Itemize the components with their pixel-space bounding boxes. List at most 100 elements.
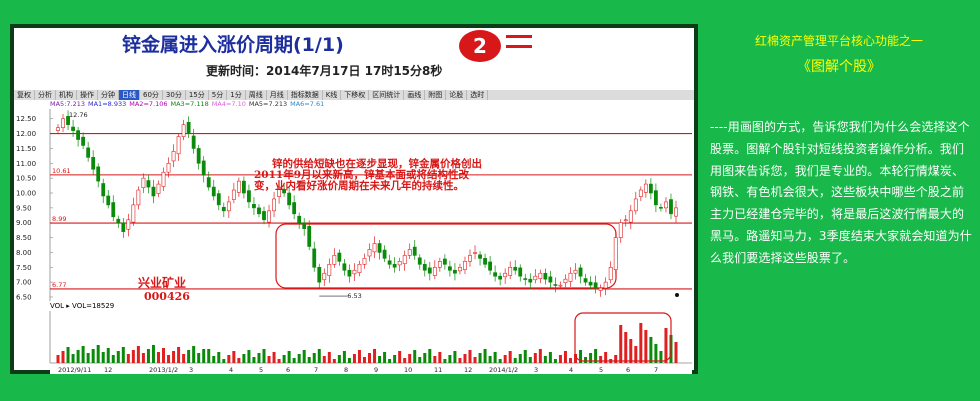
candle-body (71, 126, 75, 131)
volume-bar (207, 349, 211, 363)
volume-bar (76, 350, 80, 363)
toolbar-item[interactable]: 30分 (163, 90, 186, 100)
toolbar-item[interactable]: 复权 (14, 90, 35, 100)
toolbar-item[interactable]: 论股 (446, 90, 468, 100)
candle-body (247, 190, 251, 203)
candle-body (623, 219, 628, 222)
toolbar-item[interactable]: 附图 (425, 90, 447, 100)
toolbar-item[interactable]: 5分 (209, 90, 228, 100)
candle-body (377, 243, 382, 253)
y-tick-label: 11.50 (16, 145, 36, 153)
x-tick-label: 3 (534, 366, 538, 374)
candle-body (61, 118, 65, 128)
toolbar-item[interactable]: 机构 (56, 90, 77, 100)
volume-bar (227, 355, 231, 363)
volume-bar (312, 353, 316, 363)
candle-body (131, 204, 136, 223)
candle-body (392, 264, 397, 268)
candle-body (206, 177, 211, 188)
volume-bar (388, 359, 392, 363)
volume-bar (518, 354, 522, 363)
candle-body (332, 255, 337, 265)
candle-body (387, 260, 392, 265)
volume-bar (272, 352, 276, 363)
volume-bar (674, 342, 678, 363)
annotation-text: 2011年9月以来新高，锌基本面或将结构性改 (254, 168, 470, 181)
candle-body (76, 130, 80, 140)
volume-label: VOL ▸ VOL=18529 (14, 301, 694, 311)
candle-body (633, 198, 638, 212)
toolbar-item[interactable]: 分析 (35, 90, 56, 100)
volume-bar (654, 344, 658, 363)
candle-body (648, 183, 653, 194)
toolbar-item[interactable]: 1分 (227, 90, 246, 100)
volume-bar (393, 355, 397, 363)
candle-body (111, 202, 116, 218)
candle-body (362, 258, 367, 265)
candle-body (523, 278, 528, 280)
toolbar-item[interactable]: 60分 (140, 90, 163, 100)
candle-body (121, 222, 126, 232)
volume-bar (604, 352, 608, 363)
x-tick-label: 12 (464, 366, 472, 374)
candle-body (56, 127, 60, 131)
toolbar-item[interactable]: 分钟 (98, 90, 119, 100)
volume-chart: 2012/9/11 12 2013/1/2 3 4 5 6 7 8 9 10 11 12 2014/1/2… (49, 311, 692, 374)
candle-body (201, 160, 206, 176)
stock-code: 000426 (144, 290, 190, 301)
chart-toolbar: 复权 分析 机构 操作 分钟 日线 60分 30分 15分 5分 1分 周线 月线 指标数据 K线 下移权 区间… (14, 90, 694, 100)
candle-body (216, 193, 221, 206)
candle-body (543, 272, 548, 280)
volume-bar (81, 346, 85, 363)
plot-area (50, 109, 692, 301)
candle-body (483, 258, 487, 265)
volume-bar (448, 355, 452, 363)
toolbar-item[interactable]: 区间统计 (369, 90, 405, 100)
toolbar-item[interactable]: 指标数据 (288, 90, 323, 100)
candle-body (96, 166, 101, 182)
volume-bar (342, 351, 346, 363)
chart-title: 锌金属进入涨价周期(1/1) (122, 34, 344, 56)
x-tick-label: 5 (259, 366, 263, 374)
candle-body (442, 258, 447, 265)
volume-bar (488, 356, 492, 363)
candle-body (171, 151, 176, 162)
candle-body (397, 261, 402, 266)
y-tick-label: 9.00 (16, 219, 32, 227)
volume-bar (574, 354, 578, 363)
toolbar-item[interactable]: 画线 (404, 90, 426, 100)
candle-body (226, 201, 231, 212)
toolbar-item[interactable]: 下移权 (341, 90, 370, 100)
y-tick-label: 12.00 (16, 130, 36, 138)
toolbar-item[interactable]: 周线 (246, 90, 267, 100)
candle-body (257, 207, 261, 215)
toolbar-item[interactable]: 15分 (186, 90, 209, 100)
end-marker (675, 293, 679, 297)
candle-body (417, 257, 422, 265)
volume-bar (368, 353, 372, 363)
volume-bar (247, 350, 251, 363)
candle-body (674, 207, 678, 217)
toolbar-item[interactable]: 日线 (119, 90, 140, 100)
candle-body (488, 261, 492, 271)
candle-body (503, 272, 508, 278)
volume-bar (428, 349, 432, 363)
toolbar-item[interactable]: 操作 (77, 90, 98, 100)
candle-body (412, 246, 417, 256)
candle-body (277, 186, 281, 197)
candle-body (196, 148, 201, 164)
volume-bar (136, 346, 140, 363)
low-label: 6.53 (347, 292, 361, 300)
toolbar-item[interactable]: 选时 (467, 90, 489, 100)
candle-body (262, 211, 266, 221)
volume-bar (162, 348, 166, 363)
candle-body (337, 252, 342, 262)
candle-body (548, 276, 553, 283)
toolbar-item[interactable]: K线 (323, 90, 342, 100)
volume-bar (543, 356, 547, 363)
y-tick-label: 8.50 (16, 234, 32, 242)
toolbar-item[interactable]: 月线 (267, 90, 288, 100)
candle-body (473, 252, 477, 254)
candle-body (252, 203, 256, 209)
x-tick-label: 11 (434, 366, 442, 374)
